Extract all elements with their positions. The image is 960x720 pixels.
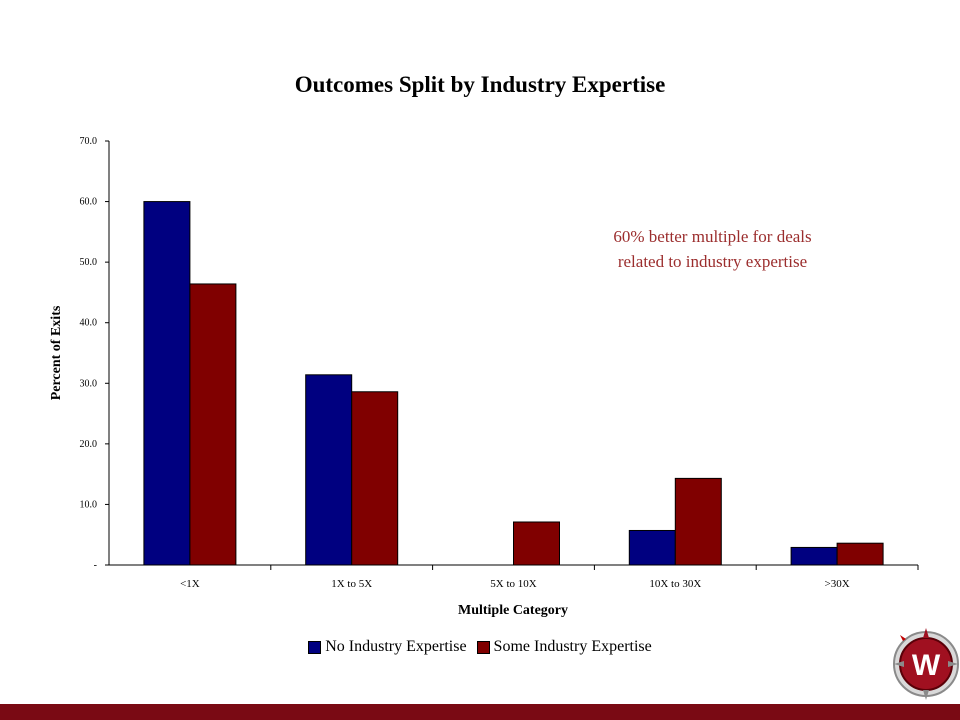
legend-swatch-some-expertise <box>476 640 490 654</box>
chart-legend: No Industry Expertise Some Industry Expe… <box>0 638 960 656</box>
bars-group <box>143 201 884 566</box>
bar-some-expertise <box>674 477 722 566</box>
y-tick-label: 70.0 <box>80 136 98 147</box>
legend-swatch-no-expertise <box>308 640 322 654</box>
x-tick-label: 5X to 10X <box>490 578 537 590</box>
bar-no-expertise <box>628 529 676 566</box>
annotation-line-2: related to industry expertise <box>617 252 808 271</box>
y-tick-label: 30.0 <box>80 378 98 389</box>
bar-some-expertise <box>513 521 560 566</box>
bar-some-expertise <box>351 391 399 566</box>
legend-item-no-expertise: No Industry Expertise <box>308 638 467 656</box>
bar-no-expertise <box>790 546 838 566</box>
bar-no-expertise <box>143 201 191 566</box>
x-tick-label: 10X to 30X <box>649 578 701 590</box>
footer-bar <box>0 704 960 720</box>
y-tick-label: 20.0 <box>80 439 98 450</box>
bar-some-expertise <box>189 283 237 566</box>
bar-no-expertise <box>305 374 353 566</box>
axes-group: - 10.0 20.0 30.0 40.0 50.0 60.0 70.0 <1X 1X to 5X… <box>80 136 919 590</box>
x-axis-title: Multiple Category <box>458 603 568 618</box>
x-tick-label: 1X to 5X <box>331 578 372 590</box>
y-tick-label: 60.0 <box>80 197 98 208</box>
y-axis-title: Percent of Exits <box>49 305 64 400</box>
compass-w-logo-icon: W <box>893 628 959 700</box>
chart-annotation: 60% better multiple for deals related to… <box>560 224 865 274</box>
bar-some-expertise <box>836 542 884 566</box>
x-tick-label: <1X <box>180 578 200 590</box>
logo-letter: W <box>912 649 941 682</box>
legend-label-no-expertise: No Industry Expertise <box>325 638 467 655</box>
y-tick-label: 50.0 <box>80 257 98 268</box>
x-tick-label: >30X <box>825 578 850 590</box>
y-tick-label: 40.0 <box>80 318 98 329</box>
y-tick-label: - <box>94 560 97 571</box>
y-tick-label: 10.0 <box>80 499 98 510</box>
annotation-line-1: 60% better multiple for deals <box>613 227 812 246</box>
legend-label-some-expertise: Some Industry Expertise <box>493 638 652 655</box>
chart-title: Outcomes Split by Industry Expertise <box>294 72 666 97</box>
legend-item-some-expertise: Some Industry Expertise <box>476 638 652 656</box>
